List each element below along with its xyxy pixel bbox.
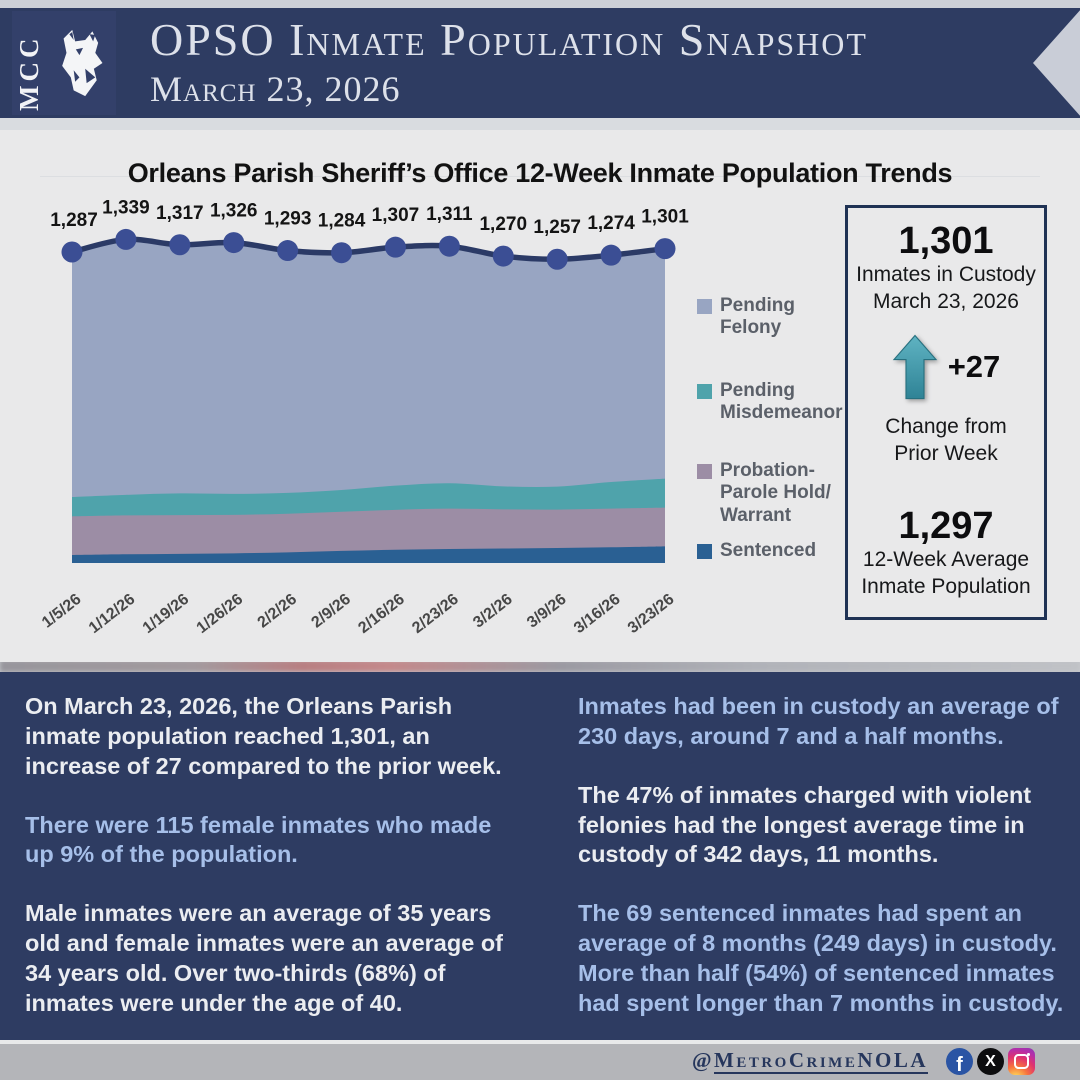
insight-paragraph: The 69 sentenced inmates had spent an av… [578,900,1064,1016]
data-point-marker [492,245,514,267]
data-point-marker [600,244,622,266]
x-tick-label: 3/16/26 [571,591,624,637]
data-point-label: 1,339 [102,197,150,218]
legend-item: Probation- Parole Hold/Warrant [697,460,831,527]
data-point-label: 1,284 [318,211,366,232]
x-tick-label: 3/9/26 [524,591,570,632]
data-point-marker [654,238,676,260]
custody-label-2: March 23, 2026 [873,289,1019,313]
x-tick-label: 2/2/26 [255,591,301,632]
banner-ribbon-notch [1033,10,1080,116]
custody-stat: 1,301 Inmates in Custody March 23, 2026 [856,220,1036,316]
x-tick-label: 1/12/26 [86,591,139,637]
instagram-icon[interactable] [1008,1048,1035,1075]
handle-name: MetroCrimeNOLA [714,1048,929,1074]
background-strip-top [0,0,1080,8]
data-point-label: 1,287 [50,210,98,231]
average-value: 1,297 [898,505,994,548]
insight-paragraph: Inmates had been in custody an average o… [578,693,1059,749]
handle-at: @ [691,1048,715,1072]
legend-item: Sentenced [697,540,816,562]
legend-swatch [697,544,712,559]
data-point-label: 1,274 [587,213,635,234]
x-tick-label: 1/26/26 [194,591,247,637]
data-point-label: 1,293 [264,209,312,230]
insights-right-column: Inmates had been in custody an average o… [578,692,1068,1048]
average-label-2: Inmate Population [861,575,1031,599]
area-sentenced [72,546,665,563]
data-point-marker [61,241,83,263]
x-tick-label: 3/2/26 [470,591,516,632]
background-strip-under-banner [0,118,1080,130]
stats-panel: 1,301 Inmates in Custody March 23, 2026 … [845,205,1047,620]
insight-paragraph: On March 23, 2026, the Orleans Parish in… [25,693,502,779]
x-tick-label: 2/16/26 [355,591,408,637]
data-point-marker [384,236,406,258]
change-label: Change from Prior Week [885,414,1007,465]
mcc-logo: MCC [12,11,116,115]
page-title: OPSO Inmate Population Snapshot [150,14,868,65]
legend-label: Probation- Parole Hold/Warrant [720,460,831,526]
data-point-marker [115,228,137,250]
legend-label: Pending Felony [720,295,795,339]
footer-hairline [0,1040,1080,1044]
up-arrow-icon [892,334,937,399]
change-stat: +27 [892,334,1001,400]
x-tick-label: 2/9/26 [308,591,354,632]
facebook-icon[interactable]: f [946,1048,973,1075]
data-point-marker [331,242,353,264]
chart-card: Orleans Parish Sheriff’s Office 12-Week … [0,130,1080,662]
mcc-logo-text: MCC [14,34,44,111]
legend-item: Pending Felony [697,295,795,340]
insight-paragraph: There were 115 female inmates who made u… [25,811,492,868]
custody-label-1: Inmates in Custody [856,262,1036,286]
data-point-marker [169,234,191,256]
x-icon[interactable]: X [977,1048,1004,1075]
data-point-marker [546,248,568,270]
insight-paragraph: The 47% of inmates charged with violent … [578,781,1032,868]
data-point-label: 1,317 [156,203,204,224]
insights-panel: On March 23, 2026, the Orleans Parish in… [0,672,1080,1040]
average-stat: 1,297 12-Week Average Inmate Population [861,505,1031,601]
insights-left-column: On March 23, 2026, the Orleans Parish in… [25,692,525,1048]
x-tick-label: 1/5/26 [39,591,85,632]
insight-paragraph: Male inmates were an average of 35 years… [25,900,504,1016]
data-point-label: 1,326 [210,201,258,222]
data-point-label: 1,257 [533,217,581,238]
footer-background [0,1044,1080,1080]
x-tick-label: 3/23/26 [625,591,678,637]
x-tick-label: 1/19/26 [140,591,193,637]
data-point-marker [277,240,299,262]
data-point-label: 1,270 [479,214,527,235]
legend-label: Sentenced [720,540,817,561]
data-point-marker [223,232,245,254]
social-handle-link[interactable]: @MetroCrimeNOLA [640,1048,980,1074]
area-pending-felony [72,239,665,563]
legend-swatch [697,384,712,399]
data-point-label: 1,311 [426,204,473,225]
legend-label: Pending Misdemeanor [720,380,843,424]
custody-value: 1,301 [898,220,994,262]
x-tick-label: 2/23/26 [409,591,462,637]
blurred-photo-strip [0,660,1080,672]
social-icons: f X [946,1048,1035,1075]
change-value: +27 [947,348,1001,384]
chart-title: Orleans Parish Sheriff’s Office 12-Week … [127,158,953,188]
header-banner: MCC OPSO Inmate Population Snapshot Marc… [0,8,1080,118]
wolf-icon [62,29,103,97]
page-date: March 23, 2026 [150,69,401,110]
chart-legend: Pending Felony Pending Misdemeanor Probation… [697,130,847,662]
title-rule [40,176,1040,177]
legend-item: Pending Misdemeanor [697,380,842,425]
legend-swatch [697,299,712,314]
average-label-1: 12-Week Average [862,548,1030,572]
data-point-marker [438,235,460,257]
data-point-label: 1,301 [641,207,689,228]
legend-swatch [697,464,712,479]
data-point-label: 1,307 [372,205,420,226]
